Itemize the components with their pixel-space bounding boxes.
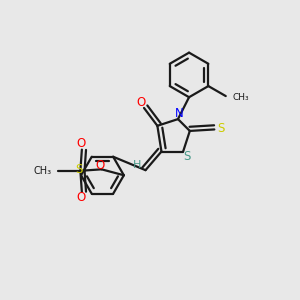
Text: S: S — [217, 122, 225, 135]
Text: CH₃: CH₃ — [232, 93, 249, 102]
Text: CH₃: CH₃ — [33, 166, 52, 176]
Text: O: O — [136, 96, 146, 109]
Text: O: O — [76, 191, 86, 204]
Text: S: S — [75, 164, 82, 176]
Text: H: H — [133, 160, 141, 170]
Text: O: O — [96, 159, 105, 172]
Text: S: S — [183, 150, 190, 164]
Text: O: O — [76, 137, 86, 150]
Text: N: N — [175, 107, 184, 120]
